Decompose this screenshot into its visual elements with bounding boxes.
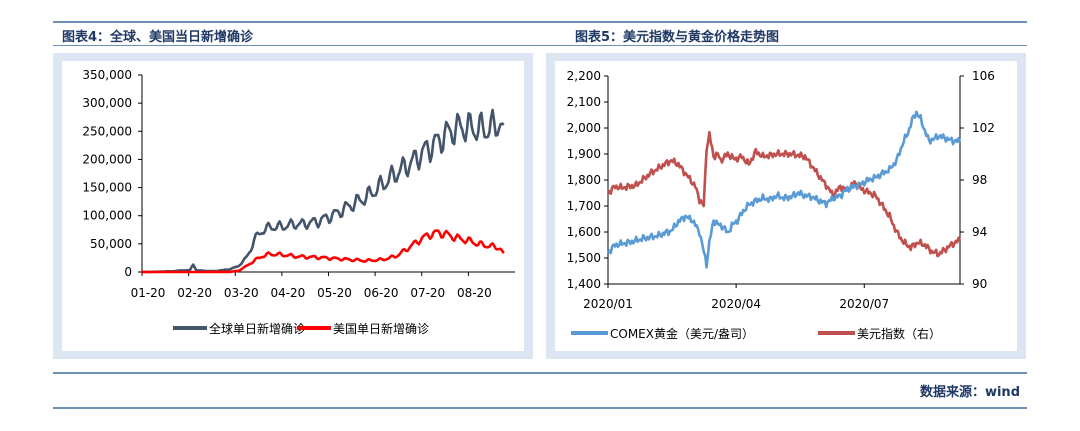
series-line-global: [142, 108, 505, 274]
legend-label-us: 美国单日新增确诊: [333, 321, 429, 336]
data-source-label: 数据来源：wind: [919, 385, 1020, 400]
x-tick-label: 08-20: [457, 286, 492, 300]
y-tick-label: 350,000: [82, 68, 132, 82]
series-line-gold: [606, 110, 962, 269]
top-rule: [53, 21, 1027, 23]
x-tick-label: 06-20: [364, 286, 399, 300]
y-tick-label: 300,000: [82, 96, 132, 110]
x-tick-label: 05-20: [317, 286, 352, 300]
y2-tick-label: 98: [972, 173, 987, 187]
plot-area: [555, 61, 1017, 351]
title-underline: [53, 45, 1027, 46]
series-line-usd-index: [606, 130, 962, 258]
y-tick-label: 1,600: [567, 225, 601, 239]
legend-label-gold: COMEX黄金（美元/盎司）: [610, 326, 754, 341]
plot-area: [62, 61, 524, 351]
legend: COMEX黄金（美元/盎司） 美元指数（右）: [571, 326, 941, 341]
y-tick-label: 1,400: [567, 277, 601, 291]
y-tick-label: 200,000: [82, 152, 132, 166]
legend-label-usd: 美元指数（右）: [857, 326, 941, 341]
x-tick-label: 02-20: [177, 286, 212, 300]
series-line-us: [142, 229, 505, 274]
y-tick-label: 2,100: [567, 95, 601, 109]
covid-cases-chart: 0 50,000 100,000 150,000 200,000 250,000 300,0…: [62, 61, 524, 351]
y2-tick-label: 90: [972, 277, 987, 291]
usd-gold-chart: 1,400 1,500 1,600 1,700 1,800 1,900 2,000 2,100…: [555, 61, 1017, 351]
y-tick-label: 50,000: [90, 237, 132, 251]
y-tick-label: 1,800: [567, 173, 601, 187]
y2-tick-label: 94: [972, 225, 987, 239]
legend-label-global: 全球单日新增确诊: [209, 321, 305, 336]
y-tick-label: 0: [124, 265, 132, 279]
x-tick-label: 03-20: [224, 286, 259, 300]
chart-panel-left: 0 50,000 100,000 150,000 200,000 250,000 300,0…: [53, 53, 533, 359]
y-tick-label: 2,200: [567, 69, 601, 83]
y-tick-label: 2,000: [567, 121, 601, 135]
chart-title-right: 图表5：美元指数与黄金价格走势图: [575, 30, 780, 45]
x-tick-label: 2020/01: [583, 297, 633, 311]
y-tick-label: 100,000: [82, 209, 132, 223]
y2-tick-label: 102: [972, 121, 995, 135]
chart-panel-right: 1,400 1,500 1,600 1,700 1,800 1,900 2,000 2,100…: [546, 53, 1026, 359]
y-tick-label: 1,700: [567, 199, 601, 213]
y-tick-label: 150,000: [82, 181, 132, 195]
x-tick-label: 07-20: [410, 286, 445, 300]
legend: 全球单日新增确诊 美国单日新增确诊: [173, 321, 429, 336]
x-tick-label: 2020/07: [839, 297, 889, 311]
bottom-rule-upper: [53, 372, 1027, 374]
x-tick-label: 01-20: [131, 286, 166, 300]
x-tick-label: 2020/04: [711, 297, 761, 311]
chart-title-left: 图表4：全球、美国当日新增确诊: [62, 30, 254, 45]
x-tick-label: 04-20: [270, 286, 305, 300]
y-tick-label: 1,500: [567, 251, 601, 265]
y-tick-label: 250,000: [82, 124, 132, 138]
y2-tick-label: 106: [972, 69, 995, 83]
y-tick-label: 1,900: [567, 147, 601, 161]
bottom-rule-lower: [53, 407, 1027, 409]
